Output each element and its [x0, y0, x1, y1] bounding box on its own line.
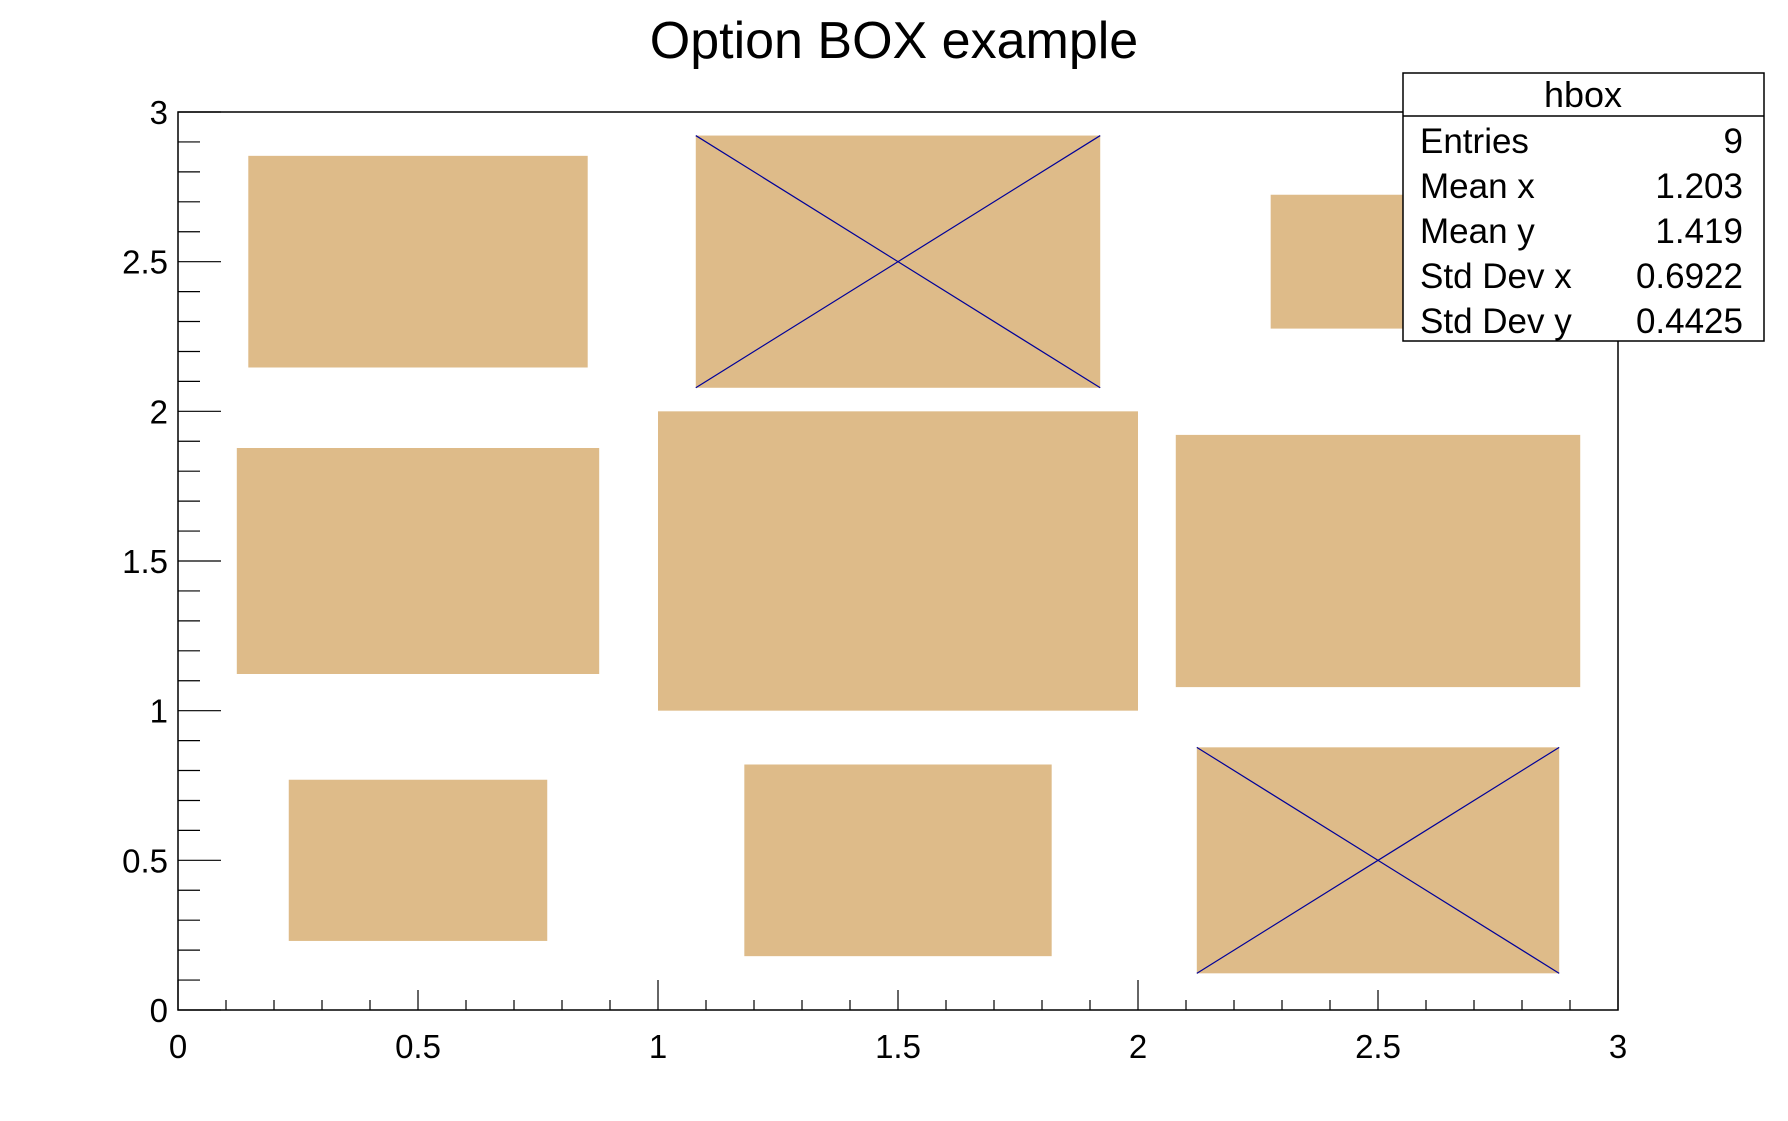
stats-rows: Entries 9 Mean x 1.203 Mean y 1.419 Std Dev x 0…	[1420, 122, 1743, 341]
x-tick-label: 2.5	[1355, 1028, 1401, 1065]
stats-row-value: 0.6922	[1636, 257, 1743, 296]
box-bin-4	[658, 411, 1138, 711]
stats-row-value: 9	[1724, 122, 1743, 161]
box-bin-0	[288, 779, 548, 941]
y-tick-label: 3	[150, 94, 168, 131]
y-tick-label: 1	[150, 693, 168, 730]
stats-row-label: Std Dev y	[1420, 302, 1572, 341]
boxes-layer	[236, 135, 1581, 974]
y-axis: 0 0.5 1 1.5 2 2.5 3	[122, 94, 221, 1029]
stats-row-value: 1.203	[1655, 167, 1743, 206]
x-tick-label: 1.5	[875, 1028, 921, 1065]
chart-title: Option BOX example	[650, 12, 1138, 70]
stats-box-frame	[1402, 72, 1765, 342]
x-axis: 0 0.5 1 1.5 2 2.5 3	[169, 980, 1627, 1065]
y-tick-label: 1.5	[122, 543, 168, 580]
box-bin-1	[744, 764, 1052, 957]
y-tick-label: 2.5	[122, 244, 168, 281]
x-tick-label: 1	[649, 1028, 667, 1065]
box-bin-6	[248, 155, 588, 368]
y-tick-label: 0.5	[122, 842, 168, 879]
box-cross-line	[695, 135, 1101, 389]
x-tick-label: 0	[169, 1028, 187, 1065]
stats-row-value: 1.419	[1655, 212, 1743, 251]
stats-row-value: 0.4425	[1636, 302, 1743, 341]
stats-box-title: hbox	[1544, 74, 1622, 115]
x-tick-label: 0.5	[395, 1028, 441, 1065]
stats-row-label: Entries	[1420, 122, 1529, 161]
stats-box: hbox Entries 9 Mean x 1.203 Mean y 1.419 Std D…	[1402, 72, 1765, 342]
y-tick-label: 2	[150, 393, 168, 430]
box-cross-line	[1196, 746, 1560, 974]
stats-row-label: Std Dev x	[1420, 257, 1572, 296]
box-bin-5	[1175, 434, 1581, 688]
stats-row-label: Mean y	[1420, 212, 1535, 251]
box-bin-3	[236, 448, 600, 674]
x-tick-label: 2	[1129, 1028, 1147, 1065]
x-tick-label: 3	[1609, 1028, 1627, 1065]
y-tick-label: 0	[150, 992, 168, 1029]
stats-row-label: Mean x	[1420, 167, 1535, 206]
